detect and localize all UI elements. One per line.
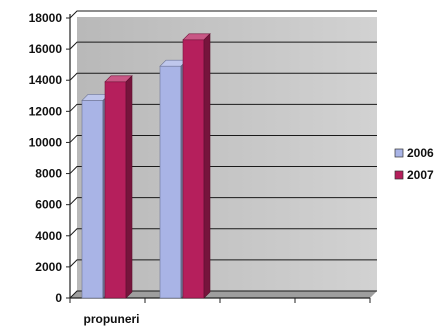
plot-background <box>70 17 377 298</box>
y-tick-label: 16000 <box>29 42 63 56</box>
gridlines <box>69 10 377 299</box>
y-tick-label: 14000 <box>29 73 63 87</box>
tick-labels: 0 2000 4000 6000 8000 10000 12000 14000 16000 180… <box>29 11 371 326</box>
plot-wall <box>70 17 377 298</box>
gridline <box>69 41 377 50</box>
y-tick-label: 4000 <box>35 229 62 243</box>
gridline <box>69 72 377 81</box>
y-tick-label: 10000 <box>29 135 63 149</box>
gridline <box>69 197 377 206</box>
legend-label-2006: 2006 <box>407 146 434 160</box>
x-tick-label: propuneri <box>84 312 140 326</box>
y-tick-label: 12000 <box>29 104 63 118</box>
legend-swatch-2006 <box>394 148 404 158</box>
bars <box>81 33 211 299</box>
plot-floor <box>70 291 377 298</box>
legend: 2006 2007 <box>390 144 445 188</box>
gridline <box>69 228 377 237</box>
y-tick-label: 8000 <box>35 167 62 181</box>
gridline <box>69 166 377 174</box>
gridline <box>69 290 377 299</box>
y-tick-label: 6000 <box>35 198 62 212</box>
y-tick-label: 18000 <box>29 11 63 25</box>
bar-2007-1 <box>182 33 211 299</box>
legend-swatch-2007 <box>394 170 404 180</box>
legend-label-2007: 2007 <box>407 168 434 182</box>
y-tick-label: 2000 <box>35 260 62 274</box>
gridline <box>69 103 377 112</box>
y-tick-label: 0 <box>55 291 62 305</box>
bar-2007-0 <box>104 75 133 299</box>
gridline <box>69 10 377 19</box>
gridline <box>69 134 377 143</box>
gridline <box>69 259 377 268</box>
